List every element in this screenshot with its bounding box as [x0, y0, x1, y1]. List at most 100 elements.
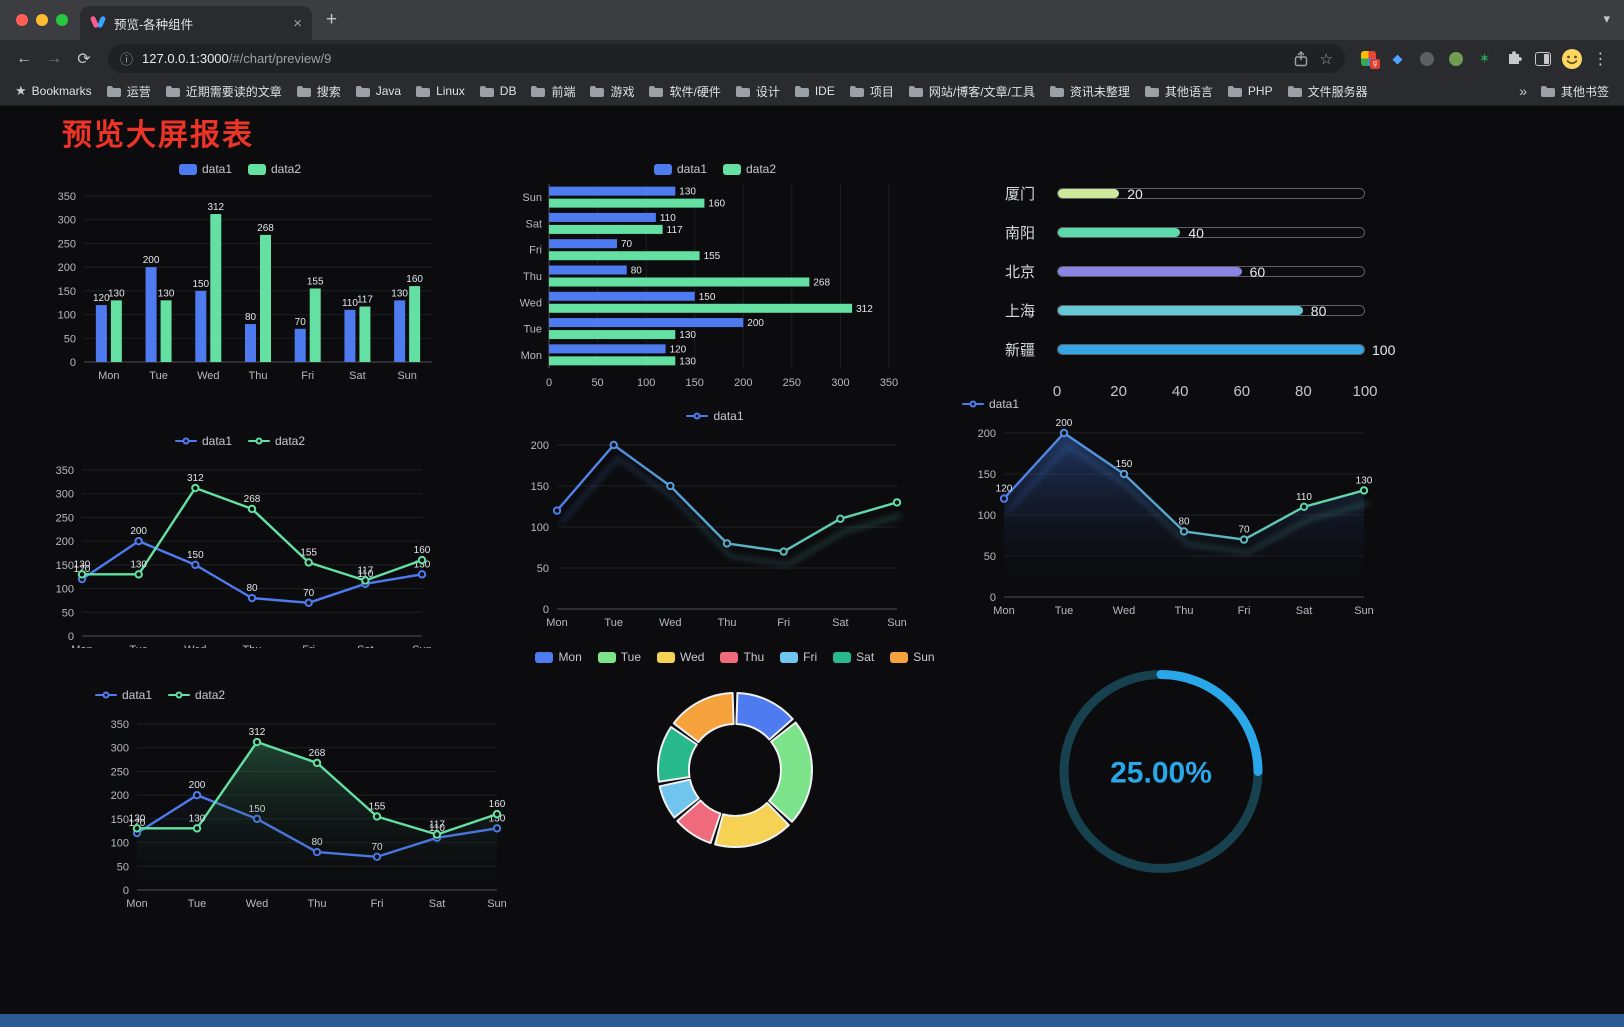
extension-star-icon[interactable]: ✶: [1478, 50, 1491, 66]
browser-menu-icon[interactable]: ⋮: [1592, 50, 1609, 68]
extension-green-circle-icon[interactable]: [1442, 45, 1469, 73]
svg-text:70: 70: [295, 317, 307, 328]
legend-item-data1[interactable]: data1: [653, 162, 707, 176]
bookmark-folder[interactable]: 前端: [523, 80, 582, 103]
progress-track[interactable]: 100: [1057, 342, 1395, 358]
svg-text:155: 155: [704, 251, 721, 262]
svg-text:70: 70: [621, 239, 633, 250]
legend-label: Wed: [680, 650, 705, 664]
chart-line-area2-svg: 0 50 100 150 200 250 300 350 Mon Tue Wed Thu Fri Sat S…: [111, 719, 507, 910]
extension-dark-circle-icon[interactable]: [1413, 45, 1440, 73]
chart-legend[interactable]: data1 data2: [178, 160, 301, 178]
legend-item-Sun[interactable]: Sun: [890, 650, 935, 664]
legend-item-data1[interactable]: data1: [962, 397, 1019, 411]
legend-item-data2[interactable]: data2: [248, 162, 301, 176]
bookmark-folder[interactable]: 运营: [99, 80, 158, 103]
legend-item-Mon[interactable]: Mon: [535, 650, 582, 664]
bookmarks-overflow-chevron[interactable]: »: [1519, 83, 1527, 99]
svg-text:Wed: Wed: [184, 644, 206, 648]
reload-button[interactable]: ⟳: [77, 50, 91, 68]
legend-item-data2[interactable]: data2: [168, 688, 225, 702]
site-info-icon[interactable]: ⓘ: [120, 52, 134, 67]
bookmark-folder[interactable]: Linux: [408, 81, 472, 101]
progress-row: 上海 80: [1005, 291, 1365, 330]
fullscreen-window-button[interactable]: [56, 14, 68, 26]
progress-fill: [1058, 267, 1242, 276]
bookmark-folder[interactable]: Java: [348, 81, 408, 101]
bookmarks-root[interactable]: ★ Bookmarks: [8, 80, 99, 102]
chart-legend[interactable]: data1 data2: [174, 433, 305, 450]
charts-grid: data1 data2 0 50 100 150 200 250 300 350 Mon 120 130…: [0, 148, 1624, 1014]
legend-item-data1[interactable]: data1: [686, 409, 744, 423]
legend-item-data2[interactable]: data2: [723, 162, 776, 176]
pixel-grid-icon: g: [1361, 51, 1380, 69]
tab-close-icon[interactable]: ×: [293, 14, 302, 32]
address-bar[interactable]: ⓘ 127.0.0.1:3000/#/chart/preview/9 ☆: [108, 44, 1345, 73]
legend-swatch-icon: [833, 651, 852, 663]
bookmark-folder[interactable]: 项目: [842, 80, 901, 103]
bookmark-folder[interactable]: 游戏: [582, 80, 641, 103]
legend-item-data1[interactable]: data1: [174, 434, 232, 448]
svg-text:120: 120: [129, 818, 146, 829]
chart-legend[interactable]: data1: [962, 395, 1019, 413]
svg-text:100: 100: [111, 838, 129, 850]
side-panel-icon[interactable]: [1529, 45, 1556, 73]
bookmark-folder[interactable]: DB: [472, 81, 524, 101]
svg-text:150: 150: [686, 377, 704, 389]
chart-line-area-two-series: data1 data2 0 50 100 150 200 250 300 350 Mon Tue Wed…: [0, 648, 507, 1014]
svg-text:0: 0: [68, 631, 74, 643]
legend-item-Wed[interactable]: Wed: [657, 650, 704, 664]
bookmark-folder[interactable]: IDE: [787, 81, 842, 101]
other-bookmarks[interactable]: 其他书签: [1533, 80, 1616, 103]
bookmark-folder[interactable]: 网站/博客/文章/工具: [901, 80, 1042, 103]
progress-track[interactable]: 60: [1057, 264, 1365, 280]
svg-text:Tue: Tue: [1055, 605, 1074, 617]
bookmark-folder[interactable]: 文件服务器: [1280, 80, 1375, 103]
share-icon[interactable]: [1294, 50, 1308, 67]
url-text[interactable]: 127.0.0.1:3000/#/chart/preview/9: [142, 51, 1294, 66]
chart-legend[interactable]: data1 data2: [95, 686, 225, 704]
progress-track[interactable]: 80: [1057, 303, 1365, 319]
bookmark-folder[interactable]: PHP: [1220, 81, 1280, 101]
chart-legend[interactable]: Mon Tue Wed Thu Fri Sat Sun: [535, 648, 935, 666]
extension-grid-icon[interactable]: g: [1355, 45, 1382, 73]
extensions-puzzle-icon[interactable]: [1500, 45, 1527, 73]
svg-text:200: 200: [747, 318, 764, 329]
chart-legend[interactable]: data1: [686, 407, 744, 425]
bookmark-folder[interactable]: 资讯未整理: [1042, 80, 1137, 103]
legend-item-Thu[interactable]: Thu: [720, 650, 764, 664]
legend-item-Sat[interactable]: Sat: [833, 650, 874, 664]
legend-item-data1[interactable]: data1: [178, 162, 232, 176]
avatar-face-icon: [1561, 48, 1582, 69]
progress-track[interactable]: 20: [1057, 186, 1365, 202]
close-window-button[interactable]: [16, 14, 28, 26]
bookmark-folder[interactable]: 搜索: [289, 80, 348, 103]
legend-item-Tue[interactable]: Tue: [597, 650, 641, 664]
extension-gem-icon[interactable]: ◆: [1392, 50, 1403, 66]
bookmark-folder[interactable]: 其他语言: [1137, 80, 1220, 103]
svg-text:Sun: Sun: [487, 898, 507, 910]
svg-text:200: 200: [56, 536, 74, 548]
bookmark-star-icon[interactable]: ☆: [1319, 50, 1333, 68]
tab-title: 预览-各种组件: [114, 17, 194, 32]
legend-item-data2[interactable]: data2: [248, 434, 305, 448]
back-button[interactable]: ←: [16, 49, 32, 67]
new-tab-button[interactable]: +: [326, 9, 338, 30]
chart-legend[interactable]: data1 data2: [653, 160, 776, 178]
svg-text:100: 100: [531, 522, 549, 534]
bookmark-folder[interactable]: 近期需要读的文章: [158, 80, 289, 103]
forward-button[interactable]: →: [46, 49, 62, 67]
minimize-window-button[interactable]: [36, 14, 48, 26]
profile-avatar[interactable]: [1558, 45, 1585, 73]
bookmark-folder[interactable]: 软件/硬件: [641, 80, 727, 103]
split-square-icon: [1534, 51, 1551, 66]
svg-text:268: 268: [244, 494, 261, 505]
browser-tab[interactable]: 预览-各种组件 ×: [80, 6, 312, 40]
tab-search-chevron-icon[interactable]: ▾: [1603, 11, 1610, 26]
legend-item-Fri[interactable]: Fri: [780, 650, 817, 664]
legend-item-data1[interactable]: data1: [95, 688, 152, 702]
progress-axis-tick: 20: [1110, 383, 1127, 400]
bookmark-folder[interactable]: 设计: [728, 80, 787, 103]
folder-icon: [1144, 85, 1159, 97]
progress-track[interactable]: 40: [1057, 225, 1365, 241]
